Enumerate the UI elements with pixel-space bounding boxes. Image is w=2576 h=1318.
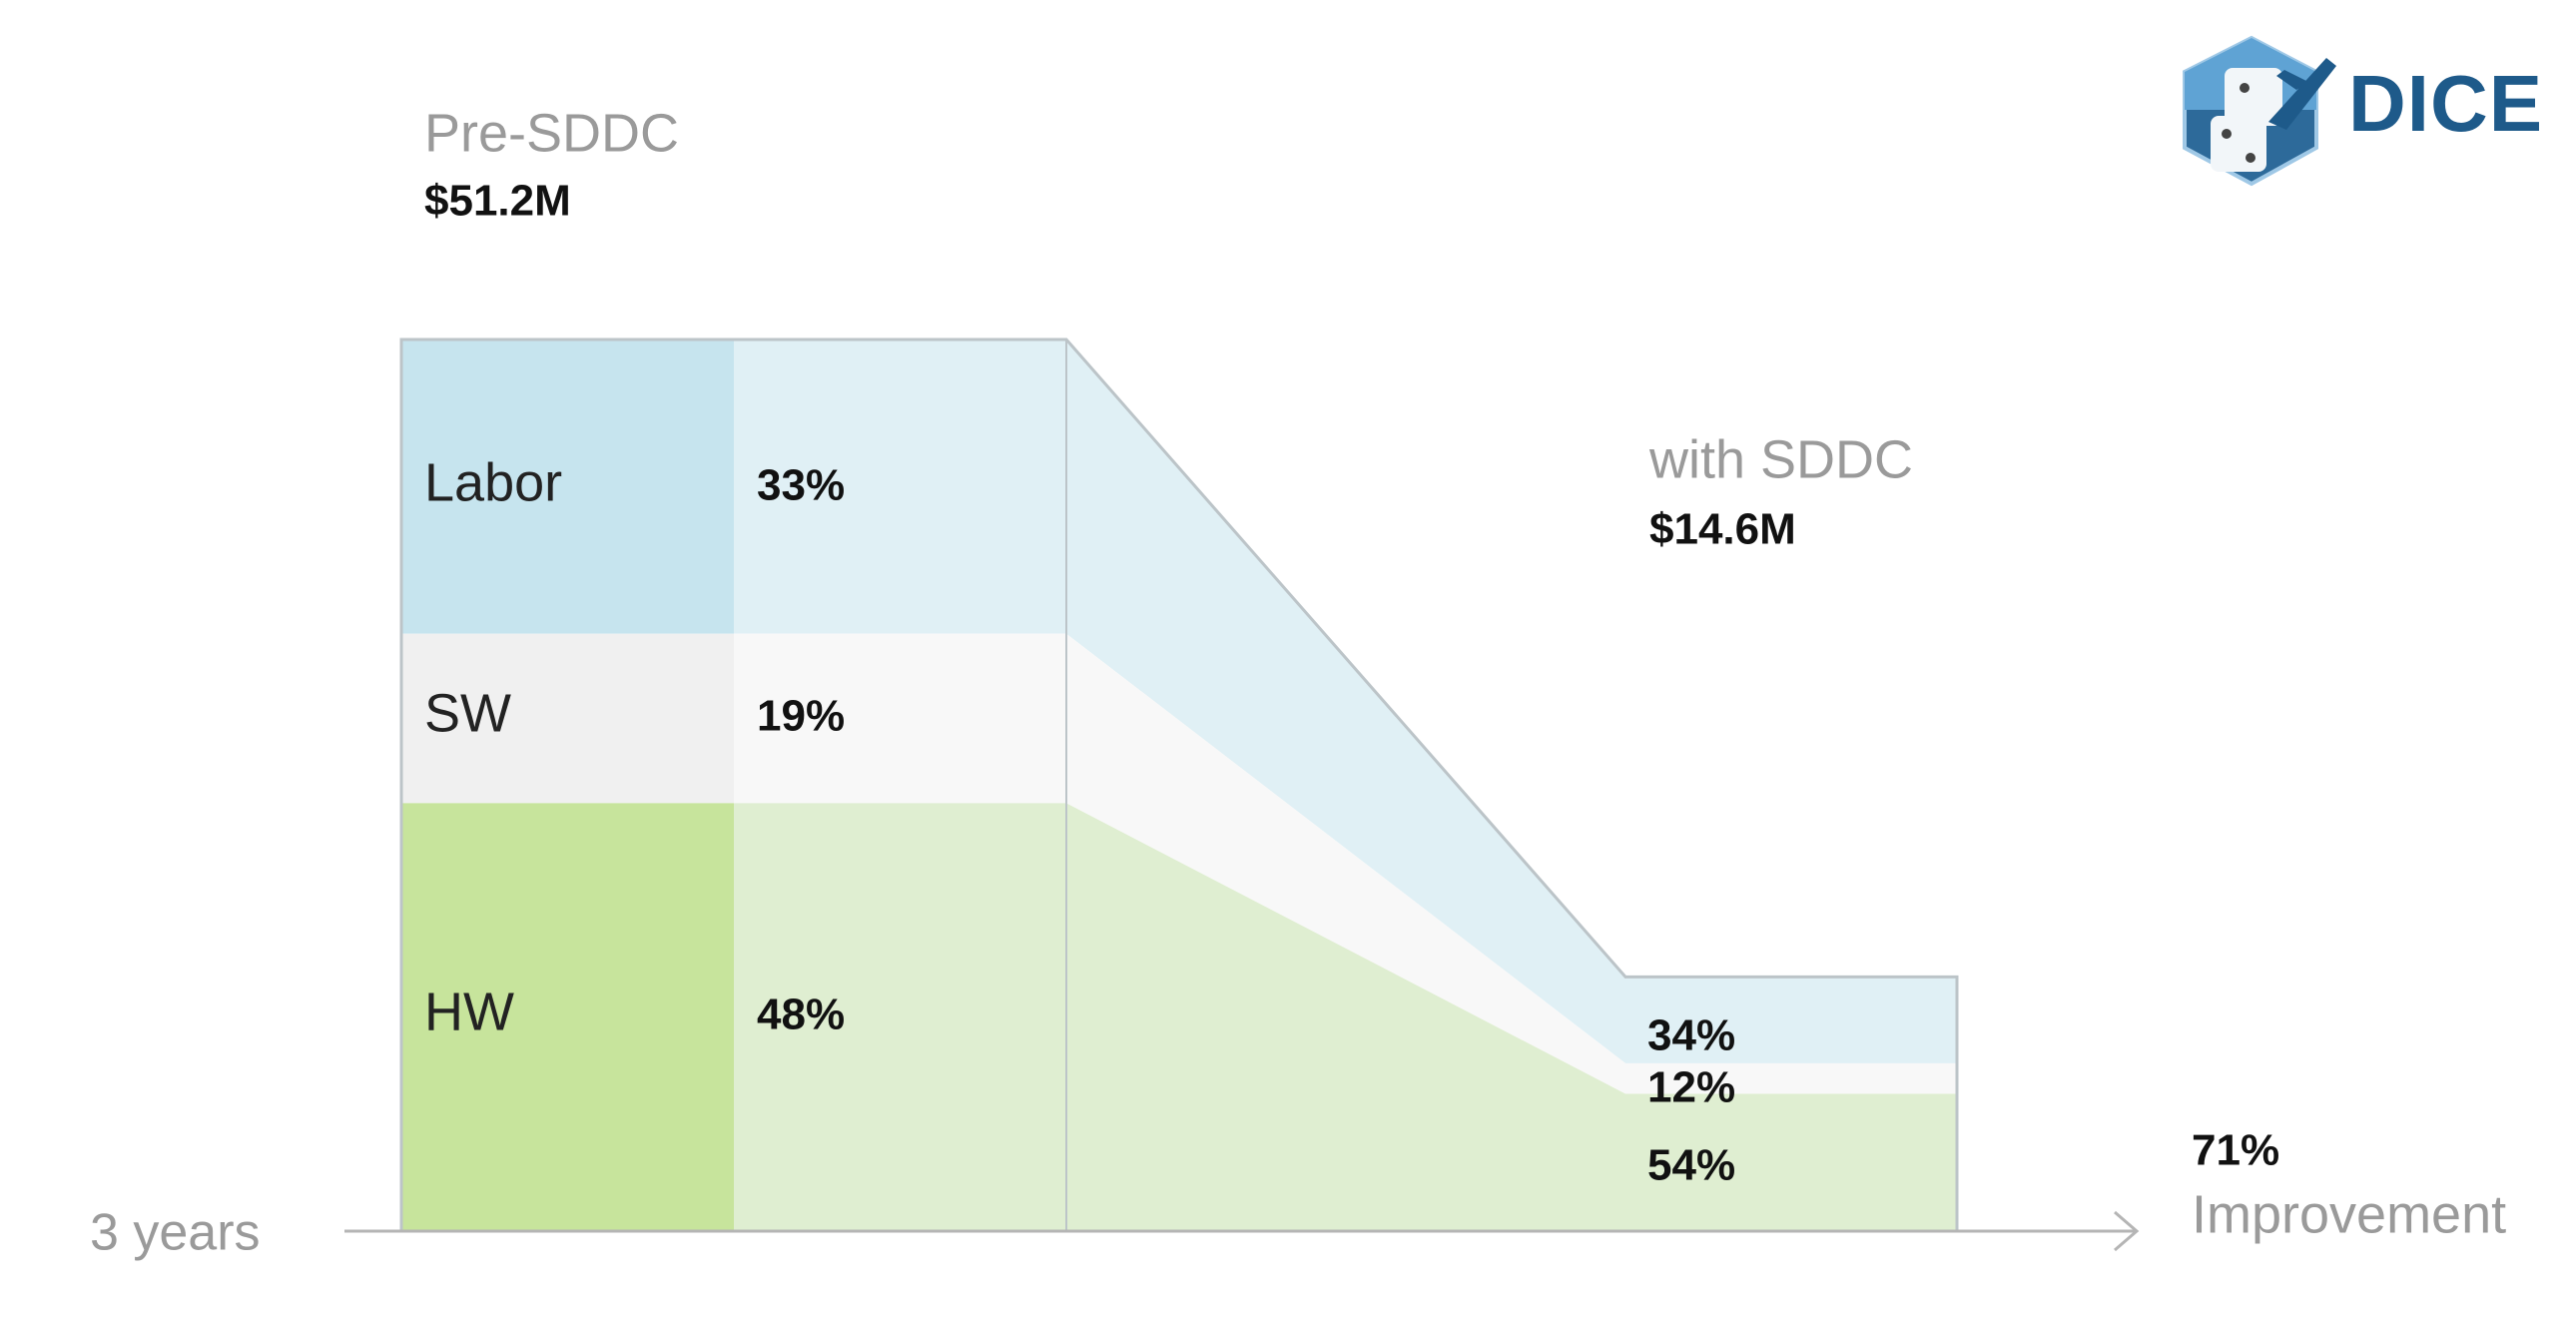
logo-plane-icon <box>2268 58 2336 130</box>
chart-outline <box>399 337 1959 1231</box>
before-total: $51.2M <box>424 177 571 226</box>
before-band-labor <box>734 339 1066 634</box>
x-axis-label: 3 years <box>90 1204 261 1262</box>
before-pct-sw: 19% <box>757 692 845 741</box>
category-label-labor: Labor <box>424 452 562 512</box>
logo-die-face <box>2225 68 2282 126</box>
after-pct-labor: 34% <box>1647 1011 1735 1060</box>
improvement-value: 71% <box>2192 1126 2279 1175</box>
before-band-label-hw <box>401 803 734 1231</box>
logo-die-pip <box>2222 129 2232 139</box>
logo-die-face-lower <box>2211 116 2266 172</box>
category-label-hw: HW <box>424 982 514 1041</box>
after-band-labor <box>1625 977 1957 1063</box>
chart-areas <box>401 339 1957 1231</box>
logo-die-pip <box>2246 153 2255 163</box>
before-band-hw <box>734 803 1066 1231</box>
after-label: with SDDC <box>1648 429 1913 489</box>
transition-band-hw <box>1066 803 1625 1231</box>
before-label: Pre-SDDC <box>424 103 679 163</box>
before-pct-labor: 33% <box>757 461 845 510</box>
before-band-sw <box>734 633 1066 804</box>
before-band-label-sw <box>401 633 734 804</box>
before-pct-hw: 48% <box>757 990 845 1039</box>
area-outline <box>399 337 1959 1231</box>
category-label-sw: SW <box>424 683 511 743</box>
dice-logo <box>2183 35 2336 187</box>
improvement-label: Improvement <box>2192 1184 2506 1244</box>
x-axis-arrow-icon <box>2114 1210 2140 1252</box>
after-pct-hw: 54% <box>1647 1141 1735 1190</box>
after-band-hw <box>1625 1093 1957 1231</box>
transition-band-labor <box>1066 339 1625 1063</box>
transition-band-sw <box>1066 633 1625 1094</box>
logo-die-pip <box>2240 83 2250 93</box>
after-band-sw <box>1625 1062 1957 1094</box>
after-total: $14.6M <box>1649 505 1796 554</box>
before-band-label-labor <box>401 339 734 634</box>
logo-text: DICE <box>2348 59 2544 148</box>
after-pct-sw: 12% <box>1647 1063 1735 1112</box>
